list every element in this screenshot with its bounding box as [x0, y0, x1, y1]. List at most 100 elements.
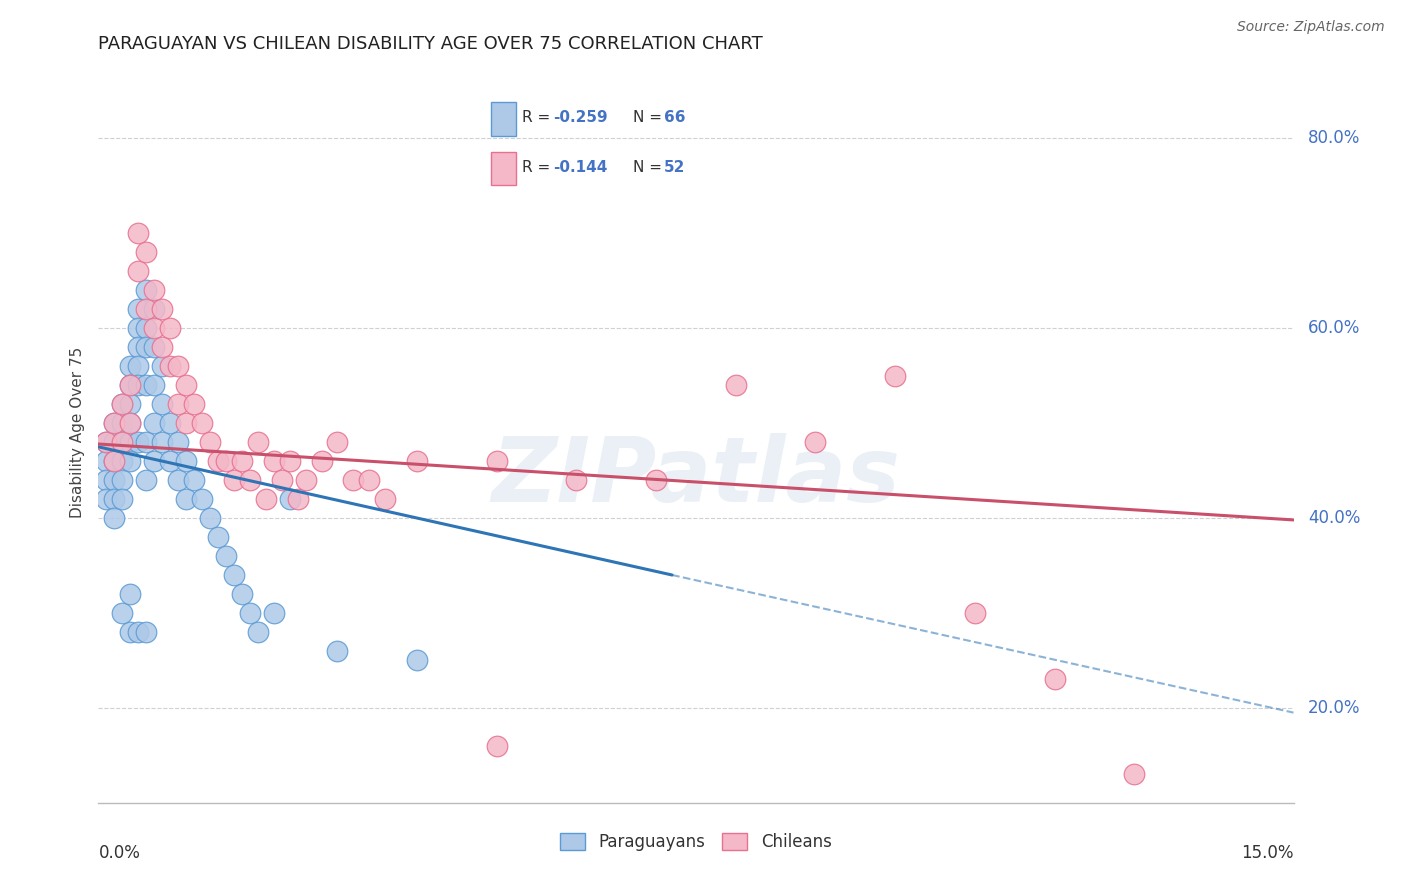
Point [406, 454, 429, 468]
Point [135, 283, 157, 297]
Point [143, 302, 166, 317]
Point [326, 435, 349, 450]
Point [127, 340, 149, 354]
Point [207, 530, 229, 544]
Point [246, 624, 269, 639]
Point [120, 416, 142, 430]
Text: 60.0%: 60.0% [1308, 319, 1360, 337]
Point [159, 416, 181, 430]
Point [120, 378, 142, 392]
Point [183, 473, 205, 487]
Point [103, 491, 125, 506]
Point [120, 587, 142, 601]
Point [111, 397, 134, 411]
Point [183, 397, 205, 411]
Point [150, 435, 173, 450]
Point [174, 416, 197, 430]
Point [135, 245, 157, 260]
Point [198, 435, 221, 450]
Point [804, 435, 827, 450]
Point [103, 416, 125, 430]
Point [135, 624, 157, 639]
Point [278, 491, 301, 506]
Point [103, 454, 125, 468]
Point [174, 378, 197, 392]
Point [96, 491, 118, 506]
Point [215, 454, 238, 468]
Text: 40.0%: 40.0% [1308, 509, 1360, 527]
Point [96, 435, 118, 450]
Point [111, 435, 134, 450]
Point [167, 397, 190, 411]
Point [120, 397, 142, 411]
Point [239, 606, 262, 620]
Point [120, 435, 142, 450]
Text: 20.0%: 20.0% [1308, 699, 1361, 717]
Point [159, 321, 181, 335]
Point [884, 368, 907, 383]
Point [374, 491, 396, 506]
Y-axis label: Disability Age Over 75: Disability Age Over 75 [70, 347, 86, 518]
Point [406, 653, 429, 667]
Point [222, 568, 245, 582]
Point [359, 473, 381, 487]
Point [1123, 767, 1146, 781]
Point [150, 397, 173, 411]
Point [120, 624, 142, 639]
Point [120, 359, 142, 374]
Point [143, 378, 166, 392]
Point [342, 473, 364, 487]
Point [191, 416, 214, 430]
Point [294, 473, 316, 487]
Point [135, 340, 157, 354]
Point [167, 435, 190, 450]
Point [135, 435, 157, 450]
Point [120, 416, 142, 430]
Point [143, 340, 166, 354]
Point [231, 587, 253, 601]
Point [143, 416, 166, 430]
Point [127, 321, 149, 335]
Point [207, 454, 229, 468]
Point [111, 435, 134, 450]
Point [127, 227, 149, 241]
Point [103, 473, 125, 487]
Point [167, 473, 190, 487]
Point [326, 644, 349, 658]
Point [167, 359, 190, 374]
Point [111, 606, 134, 620]
Point [565, 473, 588, 487]
Text: 15.0%: 15.0% [1241, 844, 1294, 862]
Point [96, 454, 118, 468]
Point [150, 340, 173, 354]
Point [159, 454, 181, 468]
Point [246, 435, 269, 450]
Point [239, 473, 262, 487]
Point [103, 511, 125, 525]
Point [159, 359, 181, 374]
Point [127, 302, 149, 317]
Point [215, 549, 238, 563]
Text: 80.0%: 80.0% [1308, 129, 1360, 147]
Point [135, 321, 157, 335]
Point [263, 606, 285, 620]
Point [270, 473, 292, 487]
Point [103, 435, 125, 450]
Point [174, 491, 197, 506]
Point [120, 454, 142, 468]
Point [111, 454, 134, 468]
Point [191, 491, 214, 506]
Point [96, 473, 118, 487]
Point [120, 378, 142, 392]
Point [485, 739, 508, 753]
Point [111, 397, 134, 411]
Point [263, 454, 285, 468]
Point [150, 302, 173, 317]
Point [485, 454, 508, 468]
Point [645, 473, 668, 487]
Point [143, 454, 166, 468]
Point [963, 606, 986, 620]
Point [135, 302, 157, 317]
Text: ZIPatlas: ZIPatlas [492, 433, 900, 521]
Point [231, 454, 253, 468]
